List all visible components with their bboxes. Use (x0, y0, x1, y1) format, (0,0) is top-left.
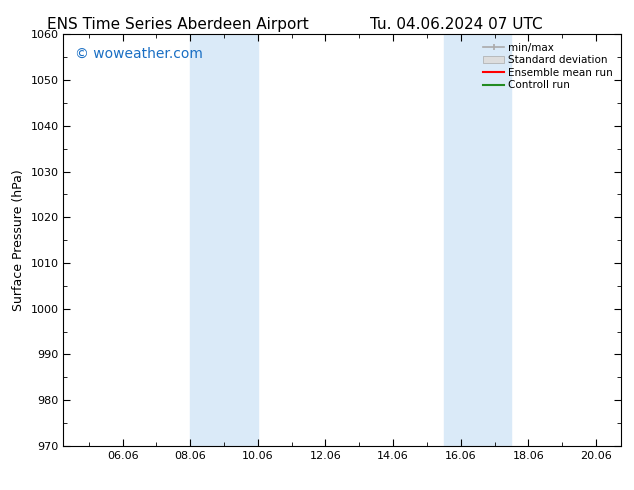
Bar (190, 34, 258, 446)
Y-axis label: Surface Pressure (hPa): Surface Pressure (hPa) (12, 169, 25, 311)
Text: ENS Time Series Aberdeen Airport: ENS Time Series Aberdeen Airport (47, 17, 308, 32)
Legend: min/max, Standard deviation, Ensemble mean run, Controll run: min/max, Standard deviation, Ensemble me… (480, 40, 616, 94)
Bar (444, 34, 512, 446)
Text: Tu. 04.06.2024 07 UTC: Tu. 04.06.2024 07 UTC (370, 17, 543, 32)
Text: © woweather.com: © woweather.com (75, 47, 202, 61)
